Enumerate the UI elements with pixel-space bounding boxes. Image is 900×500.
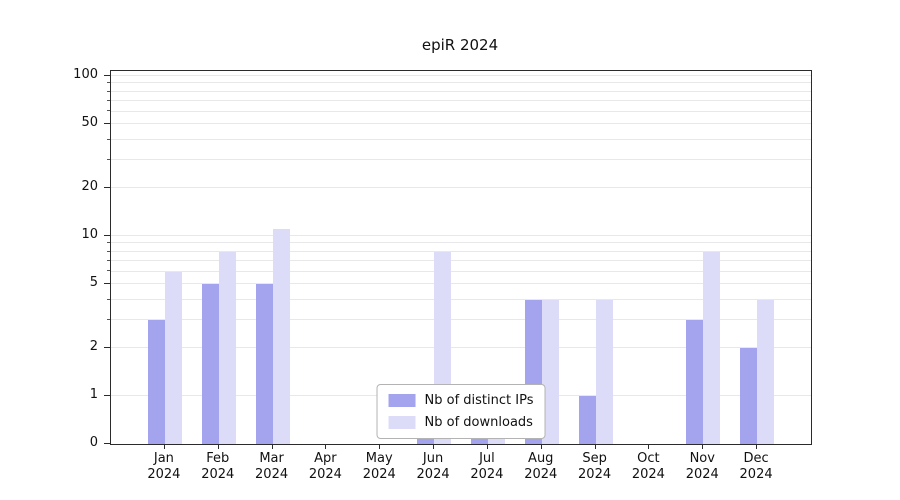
gridline-100 (111, 75, 811, 76)
legend-item-downloads: Nb of downloads (388, 415, 534, 430)
y-tick-label-0: 0 (89, 435, 98, 450)
y-tick-label-20: 20 (81, 178, 98, 194)
legend-swatch-distinct-ips (388, 394, 416, 407)
bar-nb-of-distinct-ips-jan-2024 (147, 319, 165, 444)
y-tick-label-100: 100 (73, 67, 98, 82)
x-tick-mark-jan-2024 (163, 444, 165, 449)
y-tick-label-1: 1 (89, 387, 98, 402)
x-tick-mark-sep-2024 (594, 444, 596, 449)
y-tick-mark-minor-40 (107, 138, 110, 140)
x-tick-mark-feb-2024 (217, 444, 219, 449)
gridline-70 (111, 99, 811, 101)
plot-area: Nb of distinct IPs Nb of downloads (110, 70, 812, 445)
gridline-3 (111, 318, 811, 320)
x-tick-label-jan-2024: Jan 2024 (147, 451, 181, 482)
gridline-60 (111, 110, 811, 112)
x-tick-label-jun-2024: Jun 2024 (416, 451, 450, 482)
y-tick-mark-minor-4 (107, 298, 110, 300)
gridlines-layer (111, 71, 811, 444)
x-tick-label-mar-2024: Mar 2024 (255, 451, 289, 482)
y-tick-label-2: 2 (89, 338, 98, 354)
y-tick-mark-2 (104, 346, 110, 348)
y-tick-mark-minor-90 (107, 82, 110, 84)
bar-nb-of-downloads-sep-2024 (595, 299, 613, 444)
bar-nb-of-downloads-nov-2024 (703, 251, 721, 444)
y-tick-mark-minor-70 (107, 99, 110, 101)
y-tick-mark-1 (104, 395, 110, 396)
bar-nb-of-distinct-ips-mar-2024 (255, 284, 273, 444)
legend-swatch-downloads (388, 416, 416, 429)
gridline-2 (111, 346, 811, 348)
y-tick-mark-100 (104, 75, 110, 76)
x-tick-label-jul-2024: Jul 2024 (470, 451, 504, 482)
gridline-8 (111, 250, 811, 252)
gridline-30 (111, 158, 811, 160)
x-tick-mark-may-2024 (379, 444, 381, 449)
y-tick-mark-20 (104, 186, 110, 188)
y-tick-mark-minor-3 (107, 318, 110, 320)
x-tick-label-apr-2024: Apr 2024 (308, 451, 342, 482)
gridline-4 (111, 298, 811, 300)
legend-label-distinct-ips: Nb of distinct IPs (424, 393, 534, 408)
x-tick-label-aug-2024: Aug 2024 (524, 451, 558, 482)
gridline-40 (111, 138, 811, 140)
gridline-5 (111, 283, 811, 285)
bar-nb-of-downloads-mar-2024 (272, 229, 290, 444)
gridline-50 (111, 123, 811, 125)
gridline-7 (111, 259, 811, 261)
bar-nb-of-downloads-aug-2024 (541, 299, 559, 444)
legend-label-downloads: Nb of downloads (424, 415, 533, 430)
y-tick-mark-50 (104, 123, 110, 125)
gridline-10 (111, 235, 811, 236)
bar-nb-of-distinct-ips-sep-2024 (578, 396, 596, 444)
x-tick-mark-apr-2024 (325, 444, 327, 449)
legend-item-distinct-ips: Nb of distinct IPs (388, 393, 534, 408)
x-tick-label-nov-2024: Nov 2024 (685, 451, 719, 482)
gridline-9 (111, 242, 811, 244)
x-tick-mark-jun-2024 (433, 444, 435, 449)
bar-nb-of-downloads-jan-2024 (164, 271, 182, 444)
gridline-20 (111, 186, 811, 188)
x-tick-label-oct-2024: Oct 2024 (631, 451, 665, 482)
gridline-6 (111, 270, 811, 272)
y-tick-mark-minor-6 (107, 270, 110, 272)
chart-title: epiR 2024 (421, 36, 499, 54)
gridline-90 (111, 82, 811, 84)
bar-nb-of-distinct-ips-dec-2024 (740, 347, 758, 444)
bar-nb-of-distinct-ips-feb-2024 (201, 284, 219, 444)
y-tick-mark-0 (104, 443, 110, 444)
y-tick-mark-minor-80 (107, 90, 110, 92)
x-tick-label-may-2024: May 2024 (362, 451, 396, 482)
y-tick-label-5: 5 (89, 275, 98, 291)
x-tick-mark-jul-2024 (486, 444, 488, 449)
gridline-80 (111, 90, 811, 92)
y-tick-mark-minor-8 (107, 250, 110, 252)
bar-nb-of-distinct-ips-nov-2024 (686, 319, 704, 444)
x-tick-mark-oct-2024 (648, 444, 650, 449)
bar-nb-of-downloads-dec-2024 (757, 299, 775, 444)
y-tick-mark-minor-60 (107, 110, 110, 112)
x-tick-label-feb-2024: Feb 2024 (201, 451, 235, 482)
y-tick-mark-minor-30 (107, 158, 110, 160)
y-tick-mark-10 (104, 235, 110, 236)
x-tick-label-dec-2024: Dec 2024 (739, 451, 773, 482)
y-tick-mark-5 (104, 283, 110, 285)
bar-nb-of-downloads-feb-2024 (218, 251, 236, 444)
x-tick-mark-mar-2024 (271, 444, 273, 449)
x-tick-label-sep-2024: Sep 2024 (578, 451, 612, 482)
y-tick-label-50: 50 (81, 115, 98, 131)
x-tick-mark-dec-2024 (756, 444, 758, 449)
legend: Nb of distinct IPs Nb of downloads (376, 384, 546, 439)
x-tick-mark-aug-2024 (540, 444, 542, 449)
y-tick-mark-minor-7 (107, 259, 110, 261)
y-tick-mark-minor-9 (107, 242, 110, 244)
x-tick-mark-nov-2024 (702, 444, 704, 449)
y-tick-label-10: 10 (81, 227, 98, 242)
